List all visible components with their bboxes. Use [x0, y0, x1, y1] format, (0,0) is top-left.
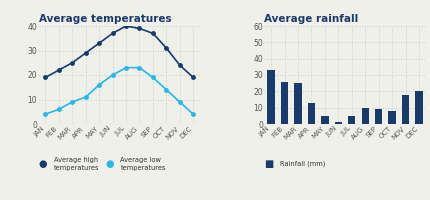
Text: Rainfall (mm): Rainfall (mm) — [280, 161, 325, 167]
Text: ●: ● — [39, 159, 47, 169]
Text: Average high
temperatures: Average high temperatures — [54, 157, 99, 171]
Text: ●: ● — [105, 159, 114, 169]
Text: ■: ■ — [264, 159, 274, 169]
Bar — [348, 116, 356, 124]
Bar — [388, 111, 396, 124]
Text: Average low
temperatures: Average low temperatures — [120, 157, 166, 171]
Bar — [402, 95, 409, 124]
Bar — [295, 83, 302, 124]
Bar — [308, 103, 315, 124]
Bar — [362, 108, 369, 124]
Text: Average temperatures: Average temperatures — [39, 14, 171, 24]
Text: Average rainfall: Average rainfall — [264, 14, 359, 24]
Bar — [415, 91, 423, 124]
Bar — [281, 82, 288, 124]
Bar — [335, 122, 342, 124]
Bar — [321, 116, 329, 124]
Bar — [375, 109, 382, 124]
Bar — [267, 70, 275, 124]
